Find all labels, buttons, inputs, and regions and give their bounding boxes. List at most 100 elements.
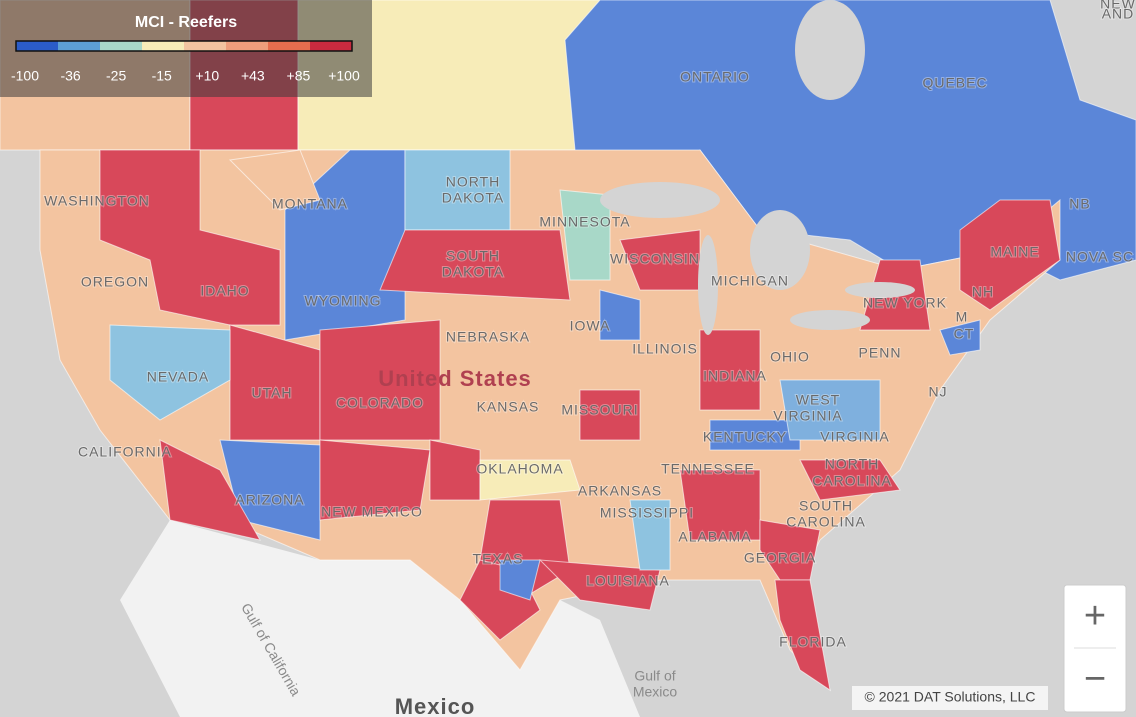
legend-label: +100 — [328, 68, 360, 84]
state-label: TENNESSEE — [661, 461, 755, 477]
legend-swatch — [16, 41, 58, 51]
state-label: MONTANA — [272, 196, 348, 212]
state-label: NEW MEXICO — [321, 504, 423, 520]
legend-swatch — [268, 41, 310, 51]
legend-label: +85 — [287, 68, 311, 84]
legend-label: -25 — [106, 68, 126, 84]
lake — [600, 182, 720, 218]
state-label: LOUISIANA — [586, 573, 670, 589]
legend-swatch — [142, 41, 184, 51]
state-label: KANSAS — [477, 399, 540, 415]
state-label: WYOMING — [305, 293, 382, 309]
lake — [698, 235, 718, 335]
province-label: NB — [1069, 196, 1090, 212]
region — [429, 439, 481, 501]
region — [939, 319, 981, 356]
region — [709, 419, 801, 451]
legend-label: -100 — [11, 68, 39, 84]
region — [774, 579, 831, 692]
legend-swatch — [100, 41, 142, 51]
legend-label: +43 — [241, 68, 265, 84]
lake — [750, 210, 810, 290]
province-label: NOVA SC — [1066, 249, 1134, 265]
state-label: NEBRASKA — [446, 329, 530, 345]
state-label: NH — [972, 284, 994, 300]
state-label: IOWA — [570, 318, 611, 334]
state-label: KENTUCKY — [703, 429, 787, 445]
state-label: MINNESOTA — [539, 214, 630, 230]
region — [579, 389, 641, 441]
state-label: VIRGINIA — [820, 429, 889, 445]
legend-title: MCI - Reefers — [135, 14, 237, 31]
region — [109, 324, 231, 421]
state-label: INDIANA — [703, 368, 767, 384]
province-label: ONTARIO — [680, 69, 750, 85]
state-label: NJ — [928, 384, 947, 400]
region — [159, 439, 261, 541]
attribution: © 2021 DAT Solutions, LLC — [865, 689, 1036, 705]
legend-label: -36 — [60, 68, 80, 84]
water-label: Mexico — [633, 684, 678, 700]
state-label: CT — [954, 326, 975, 342]
legend-border — [15, 40, 353, 52]
region — [699, 329, 761, 411]
region — [319, 439, 431, 521]
state-label: PENN — [859, 345, 902, 361]
state-label: M — [956, 309, 969, 325]
region — [319, 319, 441, 441]
region — [538, 559, 661, 611]
state-label: MAINE — [990, 244, 1039, 260]
state-label: WASHINGTON — [44, 193, 150, 209]
legend-swatch — [58, 41, 100, 51]
state-label: GEORGIA — [744, 550, 816, 566]
state-label: IDAHO — [200, 283, 249, 299]
region — [559, 189, 611, 281]
water-label: Gulf of — [634, 668, 675, 684]
region — [379, 229, 571, 301]
state-label: TEXAS — [473, 551, 524, 567]
legend-swatch — [226, 41, 268, 51]
region — [599, 289, 641, 341]
state-label: SOUTH — [799, 498, 853, 514]
regions — [99, 149, 1061, 692]
state-label: MISSOURI — [561, 402, 638, 418]
region — [629, 499, 671, 571]
state-labels: WASHINGTON MONTANA NORTH DAKOTA MINNESOT… — [43, 173, 1040, 651]
region — [779, 379, 881, 441]
region — [799, 459, 901, 501]
state-label: CAROLINA — [786, 514, 866, 530]
lake — [845, 282, 915, 298]
lakes — [600, 0, 915, 335]
state-label: FLORIDA — [779, 634, 847, 650]
state-label: NORTH — [825, 456, 880, 472]
state-label: ILLINOIS — [632, 341, 698, 357]
region — [499, 559, 541, 601]
country-label: United States — [378, 366, 532, 391]
region — [479, 459, 581, 501]
state-label: OKLAHOMA — [476, 461, 563, 477]
legend: MCI - Reefers -100 -36 -25 -15 +10 +43 +85 +100 — [0, 0, 372, 97]
region — [228, 149, 321, 211]
region — [99, 149, 281, 326]
region — [959, 199, 1061, 311]
legend-label: -15 — [152, 68, 172, 84]
state-label: WEST — [796, 392, 840, 408]
state-label: OHIO — [770, 349, 810, 365]
zoom-out[interactable]: − — [1084, 658, 1106, 700]
state-label: ARKANSAS — [578, 483, 662, 499]
legend-swatch — [184, 41, 226, 51]
state-label: OREGON — [81, 274, 149, 290]
state-label: NEVADA — [147, 369, 210, 385]
lake — [790, 310, 870, 330]
state-label: MICHIGAN — [711, 273, 789, 289]
zoom-in[interactable]: + — [1084, 595, 1106, 637]
state-label: DAKOTA — [442, 190, 505, 206]
state-label: VIRGINIA — [773, 408, 842, 424]
attribution-background — [852, 686, 1048, 710]
state-label: MISSISSIPPI — [600, 505, 694, 521]
lake — [795, 0, 865, 100]
province-label: QUEBEC — [922, 75, 987, 91]
state-label: SOUTH — [446, 248, 500, 264]
state-label: UTAH — [251, 385, 292, 401]
